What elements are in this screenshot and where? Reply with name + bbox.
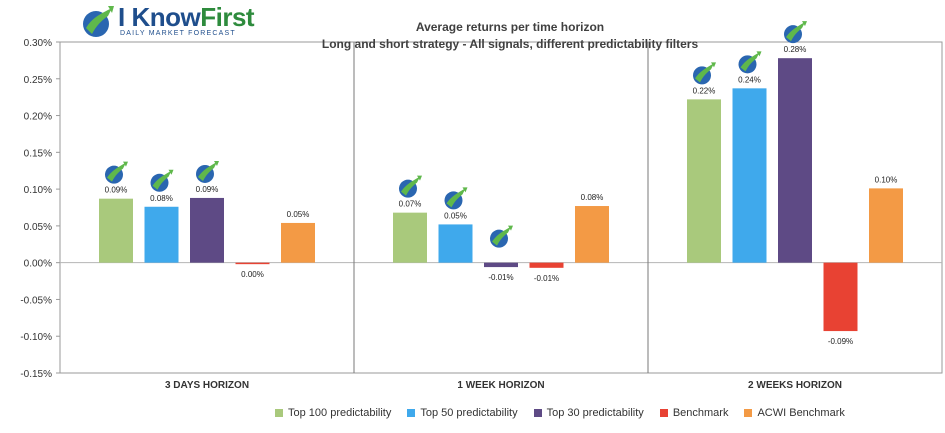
bar	[778, 58, 812, 263]
legend-label: Top 100 predictability	[288, 407, 392, 419]
data-label: 0.05%	[287, 210, 310, 219]
y-tick-label: 0.25%	[24, 75, 52, 86]
bar	[823, 262, 858, 332]
chart-legend: Top 100 predictability Top 50 predictabi…	[275, 407, 845, 419]
y-tick-label: 0.30%	[24, 38, 52, 49]
logo-wordmark: I KnowFirst	[118, 2, 255, 32]
bar	[869, 188, 903, 263]
logo-mark-icon	[150, 169, 174, 192]
logo-mark-icon	[693, 62, 716, 85]
chart-title: Average returns per time horizon	[415, 20, 605, 34]
bar	[144, 206, 179, 263]
logo-mark-icon	[784, 21, 807, 44]
bar	[438, 224, 473, 263]
data-label: 0.09%	[196, 185, 219, 194]
legend-item-acwi-benchmark: ACWI Benchmark	[744, 407, 845, 419]
data-label: 0.05%	[444, 211, 467, 220]
y-tick-label: -0.10%	[20, 332, 52, 343]
legend-label: ACWI Benchmark	[757, 407, 845, 419]
bar	[235, 262, 270, 265]
data-label: 0.07%	[399, 200, 422, 209]
data-label: 0.09%	[105, 186, 128, 195]
legend-item-top30: Top 30 predictability	[533, 407, 644, 419]
category-label: 2 WEEKS HORIZON	[748, 380, 842, 391]
legend-item-benchmark: Benchmark	[659, 407, 729, 419]
bar	[687, 99, 721, 263]
y-tick-label: -0.15%	[20, 369, 52, 380]
y-tick-label: -0.05%	[20, 295, 52, 306]
logo-mark-icon	[444, 187, 468, 210]
data-label: -0.09%	[828, 337, 853, 346]
data-label: 0.10%	[875, 175, 898, 184]
bar	[575, 206, 609, 263]
logo-mark-icon	[196, 160, 219, 183]
y-tick-label: 0.20%	[24, 112, 52, 123]
logo-mark-icon	[399, 175, 422, 198]
legend-swatch	[659, 409, 668, 417]
logo-mark-icon	[490, 225, 513, 248]
category-label: 3 DAYS HORIZON	[165, 380, 249, 391]
legend-label: Benchmark	[672, 407, 729, 419]
data-label: 0.28%	[784, 45, 807, 54]
i-know-first-logo: I KnowFirst Daily Market Forecast	[80, 2, 260, 40]
legend-swatch	[275, 409, 283, 417]
bar	[99, 198, 133, 263]
chart-subtitle: Long and short strategy - All signals, d…	[321, 37, 699, 51]
logo-mark-icon	[738, 51, 762, 74]
logo-mark-icon	[105, 161, 128, 184]
legend-item-top100: Top 100 predictability	[275, 407, 391, 419]
bar	[732, 88, 767, 263]
legend-swatch	[407, 409, 416, 417]
data-label: 0.08%	[581, 193, 604, 202]
bar	[529, 262, 564, 268]
plot-area	[59, 41, 943, 374]
y-tick-label: 0.00%	[24, 259, 52, 270]
legend-item-top50: Top 50 predictability	[407, 407, 518, 419]
data-label: -0.01%	[488, 273, 513, 282]
bar	[281, 222, 315, 263]
bar	[484, 262, 518, 268]
y-tick-label: 0.15%	[24, 148, 52, 159]
data-label: -0.01%	[534, 274, 559, 283]
logo-tagline: Daily Market Forecast	[120, 30, 236, 37]
data-label: 0.08%	[150, 194, 173, 203]
legend-swatch	[744, 409, 753, 417]
y-tick-label: 0.05%	[24, 222, 52, 233]
data-label: 0.22%	[693, 86, 716, 95]
data-label: 0.00%	[241, 270, 264, 279]
bar	[190, 197, 224, 263]
data-label: 0.24%	[738, 75, 761, 84]
legend-swatch	[533, 409, 542, 417]
y-tick-label: 0.10%	[24, 185, 52, 196]
logo-globe-icon	[83, 6, 114, 37]
category-label: 1 WEEK HORIZON	[457, 380, 544, 391]
legend-label: Top 30 predictability	[546, 407, 644, 419]
bar	[393, 212, 427, 263]
legend-label: Top 50 predictability	[420, 407, 518, 419]
